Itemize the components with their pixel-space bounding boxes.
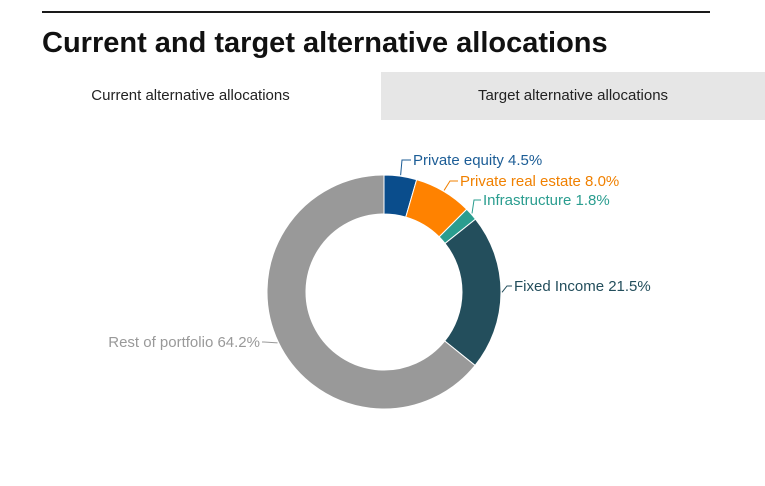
tab-target-allocations[interactable]: Target alternative allocations [381, 72, 765, 120]
data-label-private-equity: Private equity 4.5% [413, 152, 542, 169]
leader-line-rest-of-portfolio [262, 341, 278, 344]
leader-line-infrastructure [471, 199, 481, 214]
leader-line-private-equity [400, 159, 411, 176]
leader-line-private-real-estate [443, 180, 458, 191]
tab-current-allocations[interactable]: Current alternative allocations [0, 72, 381, 120]
data-label-fixed-income: Fixed Income 21.5% [514, 278, 651, 295]
data-label-infrastructure: Infrastructure 1.8% [483, 192, 610, 209]
data-label-private-real-estate: Private real estate 8.0% [460, 173, 619, 190]
leader-line-fixed-income [501, 285, 512, 293]
donut-chart: Private equity 4.5% Private real estate 8… [108, 152, 651, 410]
slice-rest-of-portfolio[interactable] [266, 174, 476, 410]
page-title: Current and target alternative allocatio… [42, 27, 608, 59]
data-label-rest-of-portfolio: Rest of portfolio 64.2% [108, 334, 260, 351]
slice-fixed-income[interactable] [444, 218, 502, 367]
donut-chart-area: Private equity 4.5% Private real estate 8… [0, 120, 765, 486]
top-rule [42, 11, 710, 13]
tab-bar: Current alternative allocations Target a… [0, 72, 765, 120]
